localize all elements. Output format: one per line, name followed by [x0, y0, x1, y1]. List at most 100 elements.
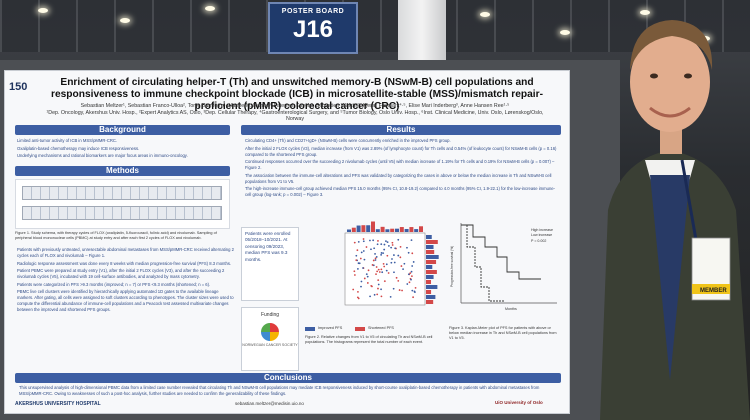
histogram-bar — [399, 227, 404, 232]
poster-title: Enrichment of circulating helper-T (Th) … — [51, 77, 543, 112]
scatter-point — [363, 277, 366, 280]
scatter-point — [400, 265, 403, 267]
scatter-point — [410, 275, 413, 278]
scatter-point — [391, 258, 393, 260]
scatter-point — [357, 268, 359, 270]
scatter-point — [362, 267, 364, 269]
scatter-point — [357, 290, 359, 293]
hospital-logo-text: AKERSHUS UNIVERSITY HOSPITAL — [15, 401, 101, 407]
scatter-point — [390, 246, 393, 249]
uio-logo-text: UiO University of Oslo — [495, 400, 543, 405]
scatter-point — [376, 270, 379, 273]
km-y-label: Progression-free survival (%) — [450, 246, 454, 287]
methods-item: Patients with previously untreated, unre… — [17, 247, 234, 258]
scatter-point — [362, 250, 365, 252]
scatter-point — [387, 245, 390, 247]
scatter-point — [371, 264, 374, 266]
scatter-point — [377, 240, 379, 242]
scatter-point — [385, 263, 388, 266]
histogram-bar — [426, 255, 439, 259]
scatter-point — [380, 295, 383, 298]
scatter-point — [406, 246, 408, 249]
scatter-point — [394, 247, 397, 250]
figure2-scatter — [344, 221, 439, 306]
histogram-bar — [375, 229, 380, 232]
poster-board-sign: POSTER BOARD J16 — [268, 2, 358, 54]
methods-list: Patients with previously untreated, unre… — [17, 247, 235, 397]
patients-box: Patients were enrolled 05/2018–10/2021. … — [241, 227, 299, 301]
scatter-point — [365, 273, 368, 276]
scatter-point — [370, 248, 372, 251]
scatter-point — [398, 289, 401, 291]
scatter-point — [383, 243, 386, 246]
scatter-point — [363, 258, 366, 261]
ceiling-light — [120, 18, 130, 23]
scatter-point — [371, 285, 373, 288]
scatter-point — [383, 265, 386, 268]
scatter-point — [356, 296, 359, 299]
scatter-point — [386, 254, 389, 257]
histogram-bar — [426, 300, 434, 304]
scatter-point — [372, 259, 375, 262]
histogram-bar — [366, 225, 371, 232]
scatter-point — [393, 254, 395, 256]
right-eye — [684, 73, 692, 79]
histogram-bar — [409, 227, 414, 232]
km-high-line — [461, 224, 541, 280]
scatter-point — [362, 240, 365, 243]
scatter-point — [374, 252, 376, 255]
histogram-bar — [404, 228, 409, 232]
histogram-bar — [426, 245, 434, 249]
scatter-point — [383, 248, 386, 251]
scatter-frame — [344, 232, 426, 306]
scatter-point — [393, 261, 396, 264]
scatter-point — [399, 256, 402, 259]
scatter-point — [411, 289, 414, 292]
histogram-bar — [426, 235, 432, 239]
legend-swatch-shortened — [355, 327, 365, 331]
km-p-value: P = 0.002 — [531, 239, 546, 243]
scatter-point — [412, 296, 415, 299]
ceiling-grid — [0, 0, 750, 52]
scatter-point — [412, 261, 415, 263]
scatter-point — [385, 240, 387, 243]
sign-number: J16 — [292, 16, 334, 43]
white-column — [398, 0, 446, 62]
scatter-point — [375, 256, 378, 258]
scatter-point — [365, 246, 368, 248]
scatter-point — [372, 239, 375, 242]
scatter-point — [380, 253, 383, 256]
histogram-bar — [356, 225, 361, 232]
scatter-point — [358, 262, 361, 265]
study-schema-figure — [15, 179, 230, 229]
research-poster: 150 Enrichment of circulating helper-T (… — [4, 70, 570, 414]
histogram-bar — [426, 250, 435, 254]
histogram-bar — [426, 285, 438, 289]
scatter-point — [397, 279, 400, 282]
left-eye — [650, 73, 658, 79]
scatter-point — [353, 270, 356, 273]
scatter-point — [360, 280, 363, 283]
histogram-bar — [361, 225, 366, 232]
scatter-point — [381, 271, 384, 274]
methods-item: Radiologic response assessment was done … — [17, 260, 232, 266]
presenter-person: MEMBER — [600, 20, 750, 420]
scatter-point — [395, 276, 398, 279]
funding-org: NORWEGIAN CANCER SOCIETY — [242, 343, 298, 347]
scatter-point — [397, 254, 400, 257]
scatter-point — [369, 239, 371, 242]
scatter-point — [380, 252, 383, 254]
histogram-bar — [347, 229, 351, 232]
author-list: Sebastian Meltzer¹, Sebastian Franco-Ull… — [80, 103, 510, 109]
scatter-point — [376, 293, 379, 296]
scatter-point — [407, 251, 410, 254]
scatter-point — [397, 238, 400, 241]
scatter-point — [408, 281, 411, 284]
scatter-point — [390, 261, 393, 264]
km-legend-high: High increase — [531, 228, 553, 232]
results-item: The association between the immune-cell … — [245, 172, 552, 184]
scatter-point — [360, 285, 362, 288]
ceiling-light — [38, 8, 48, 13]
km-low-line — [461, 224, 505, 302]
